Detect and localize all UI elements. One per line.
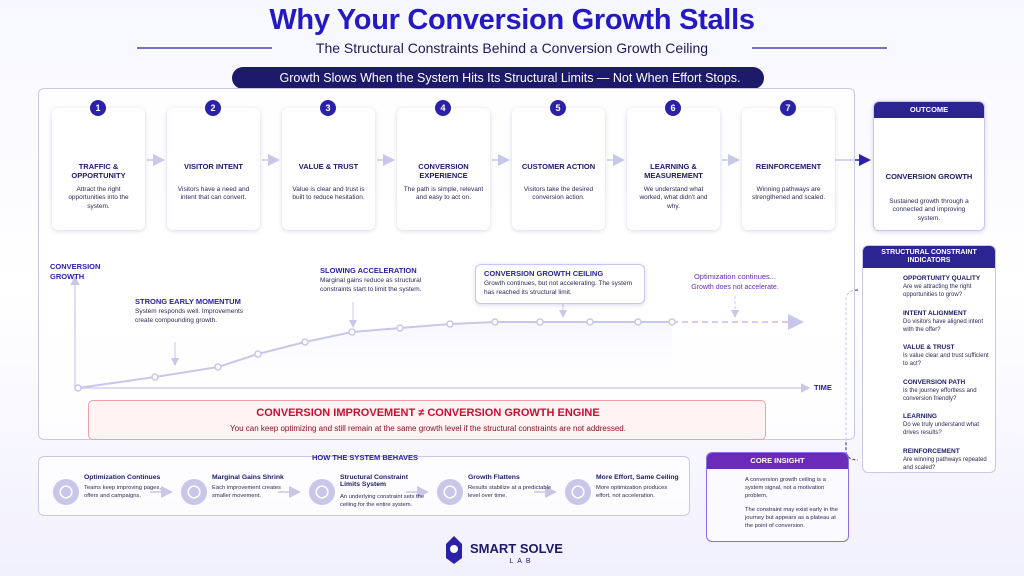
behaves-item-desc: Teams keep improving pages, offers and c… [84,485,162,499]
step-desc: The path is simple, relevant and easy to… [403,186,484,202]
warning-title: CONVERSION IMPROVEMENT ≠ CONVERSION GROW… [256,407,600,419]
step-card: VALUE & TRUST Value is clear and trust is… [282,108,375,230]
outcome-title: CONVERSION GROWTH [885,172,973,181]
annotation: STRONG EARLY MOMENTUM System responds wel… [135,297,255,326]
behaves-title: HOW THE SYSTEM BEHAVES [311,453,419,462]
indicator-desc: Is value clear and trust sufficient to a… [903,353,989,368]
y-axis-label: CONVERSION GROWTH [50,262,101,281]
annotation-title: SLOWING ACCELERATION [320,266,417,275]
annotation-title: CONVERSION GROWTH CEILING [484,269,604,278]
indicators-title: STRUCTURAL CONSTRAINT INDICATORS [863,246,995,268]
indicator-desc: Do we truly understand what drives resul… [903,422,980,437]
outcome-card: OUTCOME CONVERSION GROWTH Sustained growth… [873,101,985,231]
step-desc: Visitors have a need and intent that can… [177,186,250,202]
step-number: 7 [780,100,796,116]
x-axis-label: TIME [814,383,832,392]
behaves-item-title: Growth Flattens [468,474,520,481]
indicator-title: OPPORTUNITY QUALITY [903,275,981,282]
annotation-desc: Growth does not accelerate. [691,284,779,291]
indicator-desc: Do visitors have aligned intent with the… [903,318,984,333]
annotation: Optimization continues... Growth does not… [670,272,800,292]
title: Why Your Conversion Growth Stalls [269,4,755,36]
behaves-item-title: Optimization Continues [84,474,161,481]
brand-logo [446,536,462,564]
step-card: CUSTOMER ACTION Visitors take the desired… [512,108,605,230]
brand-sub: LAB [509,558,535,565]
indicator-desc: Are winning pathways repeated and scaled… [903,456,987,471]
step-number: 2 [205,100,221,116]
banner: Growth Slows When the System Hits Its St… [232,67,764,89]
warning-box: CONVERSION IMPROVEMENT ≠ CONVERSION GROW… [88,400,766,440]
annotation: SLOWING ACCELERATION Marginal gains reduc… [320,266,450,295]
step-desc: Visitors take the desired conversion act… [523,186,594,202]
indicator-title: CONVERSION PATH [903,378,966,386]
step-number: 3 [320,100,336,116]
step-number: 1 [90,100,106,116]
banner-text: Growth Slows When the System Hits Its St… [279,71,741,85]
step-desc: We understand what worked, what didn't a… [639,186,708,210]
subtitle: The Structural Constraints Behind a Conv… [315,40,709,56]
indicator-desc: Are we attracting the right opportunitie… [903,284,972,299]
step-card: VISITOR INTENT Visitors have a need and i… [167,108,260,230]
core-insight-title: CORE INSIGHT [707,453,848,469]
indicator-title: LEARNING [903,413,937,420]
annotation-title: Optimization continues... [693,272,777,281]
core-insight: CORE INSIGHT A conversion growth ceiling … [706,452,849,542]
indicators-panel: STRUCTURAL CONSTRAINT INDICATORS [862,245,996,473]
annotation-desc: Growth continues, but not accelerating. … [484,280,633,296]
behaves-panel: HOW THE SYSTEM BEHAVES [38,453,690,516]
step-number: 6 [665,100,681,116]
core-insight-text: The constraint may exist early in the jo… [745,507,838,529]
behaves-item-desc: Each improvement creates smaller movemen… [212,485,281,499]
step-title: CONVERSION EXPERIENCE [418,162,469,180]
annotation: CONVERSION GROWTH CEILING Growth continue… [475,264,645,304]
behaves-item-desc: Results stabilize at a predictable level… [468,485,552,499]
indicator-desc: Is the journey effortless and conversion… [903,387,977,402]
step-desc: Winning pathways are strengthened and sc… [752,186,825,202]
annotation-title: STRONG EARLY MOMENTUM [135,297,241,306]
annotation-desc: Marginal gains reduce as structural cons… [320,277,422,293]
behaves-item-title: More Effort, Same Ceiling [596,474,679,481]
indicator-title: INTENT ALIGNMENT [903,309,967,317]
warning-desc: You can keep optimizing and still remain… [230,424,626,433]
step-card: LEARNING & MEASUREMENT We understand what… [627,108,720,230]
indicator-title: VALUE & TRUST [903,344,955,351]
outcome-label: OUTCOME [874,102,984,118]
step-title: VISITOR INTENT [183,162,244,171]
behaves-item-desc: More optimization produces effort, not a… [596,485,668,499]
core-insight-text: A conversion growth ceiling is a system … [745,477,826,499]
step-number: 4 [435,100,451,116]
step-card: CONVERSION EXPERIENCE The path is simple,… [397,108,490,230]
behaves-item-title: Marginal Gains Shrink [212,474,284,481]
indicator-title: REINFORCEMENT [903,447,960,455]
annotation-desc: System responds well. Improvements creat… [135,308,244,324]
step-card: TRAFFIC & OPPORTUNITY Attract the right o… [52,108,145,230]
behaves-item-desc: An underlying constraint sets the ceilin… [340,494,425,508]
step-number: 5 [550,100,566,116]
step-title: LEARNING & MEASUREMENT [644,162,703,180]
step-desc: Attract the right opportunities into the… [68,186,129,210]
brand-name: SMART SOLVE [470,541,563,556]
outcome-desc: Sustained growth through a connected and… [889,198,969,222]
step-title: TRAFFIC & OPPORTUNITY [71,162,126,180]
step-card: REINFORCEMENT Winning pathways are streng… [742,108,835,230]
step-title: CUSTOMER ACTION [521,162,596,171]
behaves-item-title: Structural Constraint Limits System [340,474,408,488]
step-title: REINFORCEMENT [755,162,822,171]
step-desc: Value is clear and trust is built to red… [292,186,365,202]
step-title: VALUE & TRUST [298,162,359,171]
